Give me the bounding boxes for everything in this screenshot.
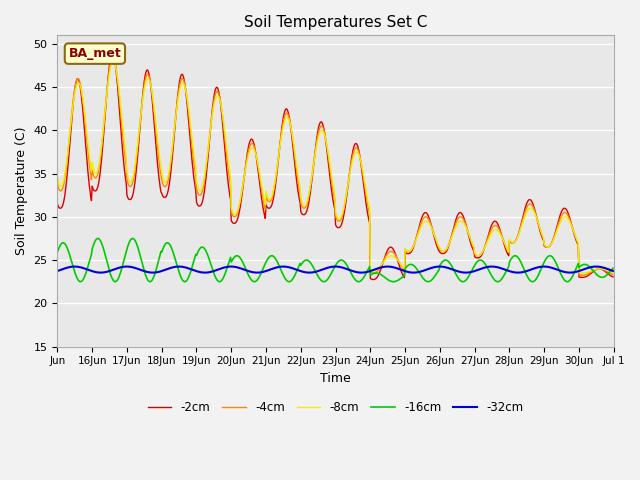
-8cm: [54, 173, 61, 179]
-2cm: [394, 258, 402, 264]
-4cm: [270, 186, 278, 192]
-32cm: [609, 268, 617, 274]
-16cm: [609, 265, 617, 271]
X-axis label: Time: Time: [320, 372, 351, 385]
-8cm: [270, 184, 278, 190]
Line: -4cm: -4cm: [58, 57, 613, 275]
-16cm: [221, 270, 229, 276]
-32cm: [250, 269, 257, 275]
Line: -2cm: -2cm: [58, 53, 613, 279]
-2cm: [425, 215, 433, 221]
-4cm: [109, 54, 116, 60]
-32cm: [54, 268, 61, 274]
-4cm: [394, 255, 401, 261]
-32cm: [271, 265, 278, 271]
-32cm: [120, 264, 128, 270]
-2cm: [109, 50, 116, 56]
-4cm: [221, 141, 229, 146]
Line: -16cm: -16cm: [58, 239, 613, 282]
-8cm: [249, 145, 257, 151]
-4cm: [424, 216, 432, 222]
Line: -8cm: -8cm: [58, 61, 613, 273]
Y-axis label: Soil Temperature (C): Soil Temperature (C): [15, 127, 28, 255]
-2cm: [120, 156, 127, 162]
-32cm: [71, 264, 79, 269]
-2cm: [369, 276, 377, 282]
-8cm: [579, 270, 586, 276]
-2cm: [249, 138, 257, 144]
-16cm: [54, 249, 61, 255]
-32cm: [222, 264, 230, 270]
-4cm: [609, 272, 617, 277]
-16cm: [270, 254, 278, 260]
-16cm: [425, 279, 433, 285]
-32cm: [425, 266, 433, 272]
Text: BA_met: BA_met: [68, 47, 121, 60]
-16cm: [249, 278, 257, 284]
-32cm: [97, 270, 105, 276]
-2cm: [54, 201, 61, 207]
-8cm: [609, 270, 617, 276]
Title: Soil Temperatures Set C: Soil Temperatures Set C: [244, 15, 428, 30]
-8cm: [424, 219, 432, 225]
-32cm: [394, 266, 402, 272]
-4cm: [249, 141, 257, 147]
-8cm: [221, 134, 229, 140]
-4cm: [578, 272, 586, 278]
-8cm: [394, 257, 401, 263]
-4cm: [120, 138, 127, 144]
-2cm: [609, 274, 617, 280]
-16cm: [94, 236, 102, 241]
-2cm: [221, 153, 229, 159]
-16cm: [120, 260, 127, 265]
-8cm: [109, 59, 117, 64]
-4cm: [54, 180, 61, 186]
-16cm: [394, 277, 402, 283]
Line: -32cm: -32cm: [58, 266, 613, 273]
-2cm: [270, 192, 278, 198]
Legend: -2cm, -4cm, -8cm, -16cm, -32cm: -2cm, -4cm, -8cm, -16cm, -32cm: [143, 396, 528, 419]
-16cm: [390, 279, 397, 285]
-8cm: [120, 130, 127, 135]
